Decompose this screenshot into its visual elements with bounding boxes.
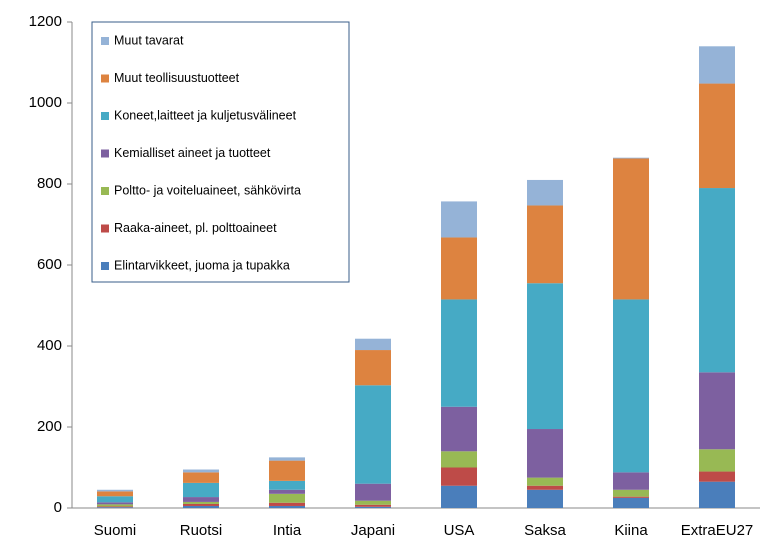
legend-swatch [101, 262, 109, 270]
bar-segment [97, 491, 133, 497]
bar-segment [699, 83, 735, 189]
bar-segment [183, 503, 219, 506]
y-tick-label: 600 [37, 256, 62, 273]
bar-segment [527, 283, 563, 430]
bar-segment [355, 504, 391, 507]
bar-segment [441, 485, 477, 508]
legend-swatch [101, 149, 109, 158]
bar-segment [699, 481, 735, 508]
bar-segment [699, 471, 735, 482]
bar-segment [183, 497, 219, 502]
legend-label: Muut tavarat [114, 33, 184, 47]
legend-label: Elintarvikkeet, juoma ja tupakka [114, 258, 290, 272]
bar-segment [269, 457, 305, 461]
y-tick-label: 400 [37, 337, 62, 354]
bar-segment [699, 46, 735, 84]
bar-segment [97, 507, 133, 508]
y-tick-label: 200 [37, 418, 62, 435]
x-tick-label: Kiina [614, 522, 648, 539]
bar-segment [269, 460, 305, 481]
bar-segment [441, 451, 477, 468]
y-tick-label: 800 [37, 175, 62, 192]
bar-segment [269, 489, 305, 494]
bar-segment [355, 483, 391, 501]
bar-segment [183, 482, 219, 498]
bar-segment [699, 372, 735, 450]
bar-segment [441, 467, 477, 486]
bar-segment [441, 406, 477, 452]
legend-box [91, 21, 350, 283]
bar-segment [97, 506, 133, 508]
bar-segment [527, 485, 563, 490]
bar-segment [613, 497, 649, 508]
x-tick-label: Saksa [524, 522, 566, 539]
bar-segment [355, 338, 391, 351]
bar-segment [97, 504, 133, 507]
legend-swatch [101, 112, 109, 120]
bar-segment [269, 502, 305, 506]
y-tick-label: 1000 [29, 94, 62, 111]
bar-segment [613, 157, 649, 159]
bar-segment [441, 237, 477, 300]
bar-segment [527, 429, 563, 478]
legend-swatch [101, 74, 109, 83]
x-tick-label: Intia [273, 522, 302, 539]
bar-segment [269, 505, 305, 508]
bar-segment [183, 469, 219, 473]
bar-segment [183, 501, 219, 504]
bar-segment [699, 188, 735, 373]
bar-segment [613, 158, 649, 300]
bar-segment [355, 385, 391, 484]
bar-segment [183, 505, 219, 508]
bar-segment [97, 496, 133, 503]
legend-swatch [101, 37, 109, 45]
bar-segment [527, 179, 563, 206]
bar-segment [355, 500, 391, 505]
bar-segment [97, 489, 133, 492]
bar-segment [613, 489, 649, 497]
legend-swatch [101, 187, 109, 195]
bar-segment [269, 493, 305, 503]
bar-segment [441, 201, 477, 238]
legend-label: Muut teollisuustuotteet [114, 71, 240, 85]
bar-segment [527, 477, 563, 486]
x-tick-label: USA [444, 522, 475, 539]
bar-segment [441, 299, 477, 407]
bar-segment [527, 489, 563, 508]
bar-segment [355, 350, 391, 386]
bar-segment [269, 480, 305, 490]
y-tick-label: 1200 [29, 13, 62, 30]
x-tick-label: Ruotsi [180, 522, 223, 539]
bar-segment [527, 205, 563, 284]
legend-label: Raaka-aineet, pl. polttoaineet [114, 221, 277, 235]
y-tick-label: 0 [54, 499, 62, 516]
bar-segment [613, 299, 649, 473]
legend-label: Koneet,laitteet ja kuljetusvälineet [114, 108, 297, 122]
legend-label: Poltto- ja voiteluaineet, sähkövirta [114, 183, 301, 197]
bar-segment [613, 472, 649, 490]
bar-segment [183, 472, 219, 483]
bar-segment [355, 506, 391, 508]
legend-swatch [101, 224, 109, 233]
bar-segment [97, 502, 133, 505]
x-tick-label: ExtraEU27 [681, 522, 754, 539]
legend-label: Kemialliset aineet ja tuotteet [114, 146, 271, 160]
x-tick-label: Suomi [94, 522, 137, 539]
bar-segment [699, 449, 735, 472]
bar-segment [613, 496, 649, 498]
x-tick-label: Japani [351, 522, 395, 539]
